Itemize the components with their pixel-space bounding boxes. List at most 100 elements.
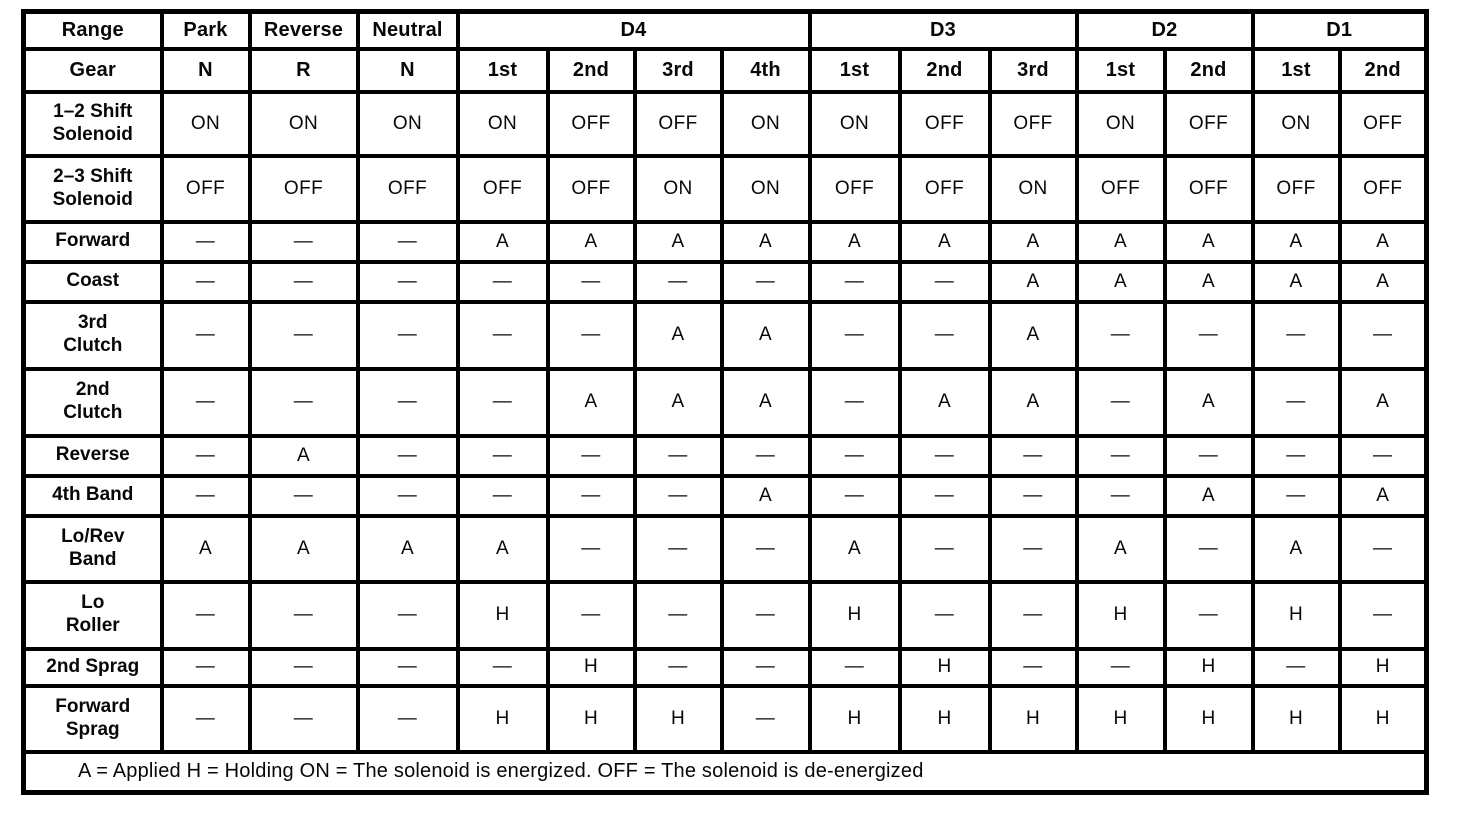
value-cell: — <box>159 646 252 688</box>
value-cell: — <box>355 366 460 438</box>
value-cell: — <box>355 683 460 754</box>
value-cell: — <box>247 683 360 754</box>
value-cell: OFF <box>247 153 360 224</box>
value-cell: — <box>355 259 460 304</box>
value-cell: OFF <box>1337 153 1429 224</box>
value-cell: ON <box>719 89 812 158</box>
table-row: Coast — — — — — — — — — A A A A A <box>21 259 1429 304</box>
value-cell: ON <box>1250 89 1342 158</box>
value-cell: — <box>987 579 1079 651</box>
gear-cell: 2nd <box>545 46 637 94</box>
value-cell: — <box>987 433 1079 478</box>
gear-cell: R <box>247 46 360 94</box>
value-cell: — <box>355 433 460 478</box>
legend-row: A = Applied H = Holding ON = The solenoi… <box>21 749 1429 795</box>
value-cell: H <box>1250 579 1342 651</box>
row-label: 2nd Sprag <box>21 646 164 688</box>
value-cell: — <box>1074 473 1167 518</box>
range-group-header: Park <box>159 9 252 51</box>
value-cell: A <box>545 366 637 438</box>
value-cell: OFF <box>1337 89 1429 158</box>
value-cell: A <box>632 299 724 371</box>
value-cell: — <box>1337 513 1429 584</box>
value-cell: — <box>719 259 812 304</box>
gear-cell: N <box>159 46 252 94</box>
value-cell: — <box>355 219 460 264</box>
value-cell: — <box>355 646 460 688</box>
value-cell: OFF <box>632 89 724 158</box>
value-cell: H <box>1250 683 1342 754</box>
value-cell: A <box>719 299 812 371</box>
value-cell: — <box>807 259 902 304</box>
value-cell: — <box>1250 366 1342 438</box>
gear-cell: 2nd <box>1337 46 1429 94</box>
value-cell: — <box>247 646 360 688</box>
value-cell: — <box>455 433 550 478</box>
range-group-header: Reverse <box>247 9 360 51</box>
gear-cell: N <box>355 46 460 94</box>
value-cell: — <box>632 513 724 584</box>
value-cell: A <box>1162 473 1255 518</box>
table-row: Lo/Rev Band A A A A — — — A — — A — A — <box>21 513 1429 584</box>
value-cell: ON <box>247 89 360 158</box>
range-group-header: D3 <box>807 9 1079 51</box>
value-cell: ON <box>807 89 902 158</box>
value-cell: — <box>987 513 1079 584</box>
value-cell: H <box>1074 683 1167 754</box>
gear-cell: 3rd <box>987 46 1079 94</box>
value-cell: — <box>455 259 550 304</box>
value-cell: H <box>632 683 724 754</box>
value-cell: A <box>1074 513 1167 584</box>
table-row: 2nd Clutch — — — — A A A — A A — A — A <box>21 366 1429 438</box>
value-cell: ON <box>355 89 460 158</box>
value-cell: A <box>1250 219 1342 264</box>
value-cell: A <box>1337 219 1429 264</box>
row-label: Forward <box>21 219 164 264</box>
value-cell: OFF <box>1074 153 1167 224</box>
table-row: Forward Sprag — — — H H H — H H H H H H H <box>21 683 1429 754</box>
value-cell: — <box>807 433 902 478</box>
gear-cell: 2nd <box>1162 46 1255 94</box>
value-cell: — <box>1074 433 1167 478</box>
value-cell: A <box>987 219 1079 264</box>
gear-cell: 4th <box>719 46 812 94</box>
value-cell: A <box>1250 513 1342 584</box>
value-cell: — <box>545 259 637 304</box>
value-cell: OFF <box>545 89 637 158</box>
value-cell: — <box>1162 299 1255 371</box>
value-cell: ON <box>719 153 812 224</box>
value-cell: A <box>987 366 1079 438</box>
value-cell: — <box>159 473 252 518</box>
legend-text: A = Applied H = Holding ON = The solenoi… <box>21 749 1429 795</box>
value-cell: — <box>1250 433 1342 478</box>
gear-header-cell: Gear <box>21 46 164 94</box>
value-cell: OFF <box>159 153 252 224</box>
value-cell: — <box>159 259 252 304</box>
value-cell: A <box>159 513 252 584</box>
value-cell: OFF <box>897 89 992 158</box>
value-cell: — <box>247 299 360 371</box>
value-cell: — <box>719 646 812 688</box>
value-cell: — <box>1250 299 1342 371</box>
value-cell: — <box>632 433 724 478</box>
value-cell: H <box>1337 683 1429 754</box>
value-cell: — <box>719 513 812 584</box>
value-cell: A <box>632 366 724 438</box>
value-cell: — <box>807 646 902 688</box>
value-cell: — <box>545 513 637 584</box>
value-cell: — <box>807 299 902 371</box>
value-cell: ON <box>987 153 1079 224</box>
value-cell: A <box>897 366 992 438</box>
value-cell: — <box>1074 366 1167 438</box>
value-cell: A <box>1074 219 1167 264</box>
value-cell: — <box>632 259 724 304</box>
value-cell: — <box>355 473 460 518</box>
value-cell: — <box>897 433 992 478</box>
value-cell: — <box>897 473 992 518</box>
value-cell: A <box>247 433 360 478</box>
value-cell: — <box>897 299 992 371</box>
value-cell: OFF <box>897 153 992 224</box>
value-cell: — <box>1250 646 1342 688</box>
value-cell: H <box>1162 646 1255 688</box>
